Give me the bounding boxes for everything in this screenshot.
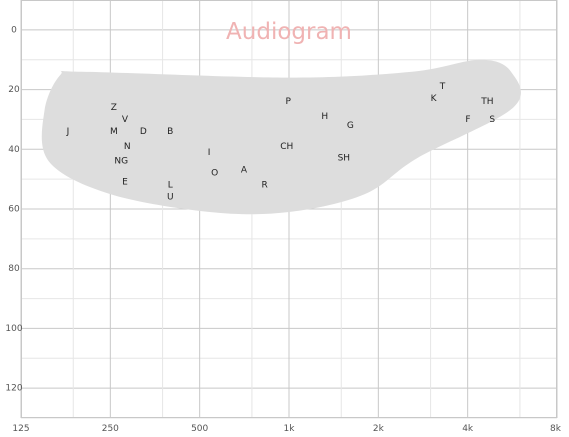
phoneme-label: E xyxy=(122,178,128,188)
x-tick-label: 1k xyxy=(284,424,296,434)
chart-title: Audiogram xyxy=(226,19,352,45)
phoneme-label: T xyxy=(439,82,446,92)
phoneme-label: V xyxy=(122,115,129,125)
phoneme-label: SH xyxy=(338,154,350,164)
x-tick-label: 250 xyxy=(102,424,119,434)
phoneme-label: NG xyxy=(114,157,128,167)
phoneme-label: N xyxy=(124,142,131,152)
phoneme-label: I xyxy=(208,148,211,158)
phoneme-label: CH xyxy=(280,142,293,152)
phoneme-label: M xyxy=(110,127,118,137)
phoneme-label: L xyxy=(168,181,173,191)
y-tick-label: 120 xyxy=(5,384,22,394)
phoneme-label: S xyxy=(489,115,495,125)
x-tick-label: 4k xyxy=(462,424,474,434)
x-tick-label: 8k xyxy=(550,424,562,434)
phoneme-label: B xyxy=(167,127,173,137)
phoneme-label: U xyxy=(167,193,174,203)
y-tick-label: 100 xyxy=(5,324,22,334)
phoneme-label: TH xyxy=(480,97,493,107)
y-tick-label: 40 xyxy=(8,145,20,155)
y-tick-label: 0 xyxy=(11,25,17,35)
phoneme-label: Z xyxy=(111,103,117,113)
phoneme-label: R xyxy=(262,181,268,191)
x-tick-label: 2k xyxy=(373,424,385,434)
phoneme-label: A xyxy=(241,166,248,176)
phoneme-label: G xyxy=(347,121,354,131)
speech-banana-region xyxy=(41,59,521,215)
phoneme-label: P xyxy=(286,97,292,107)
phoneme-label: J xyxy=(66,127,70,137)
plot-border xyxy=(21,0,557,418)
phoneme-label: O xyxy=(211,169,218,179)
phoneme-label: K xyxy=(431,94,438,104)
phoneme-points: J ZVM D B N NG E LU I O A R P CH H G SH TK TH F S xyxy=(66,82,496,202)
y-tick-label: 60 xyxy=(8,205,20,215)
x-tick-label: 500 xyxy=(191,424,208,434)
phoneme-label: F xyxy=(465,115,470,125)
y-tick-label: 80 xyxy=(8,264,20,274)
x-axis-ticks: 125 250 500 1k 2k 4k 8k xyxy=(12,424,561,434)
x-tick-label: 125 xyxy=(12,424,29,434)
y-axis-ticks: 0 20 40 60 80 100 120 xyxy=(5,25,22,393)
y-tick-label: 20 xyxy=(8,85,20,95)
phoneme-label: D xyxy=(140,127,147,137)
phoneme-label: H xyxy=(321,112,328,122)
